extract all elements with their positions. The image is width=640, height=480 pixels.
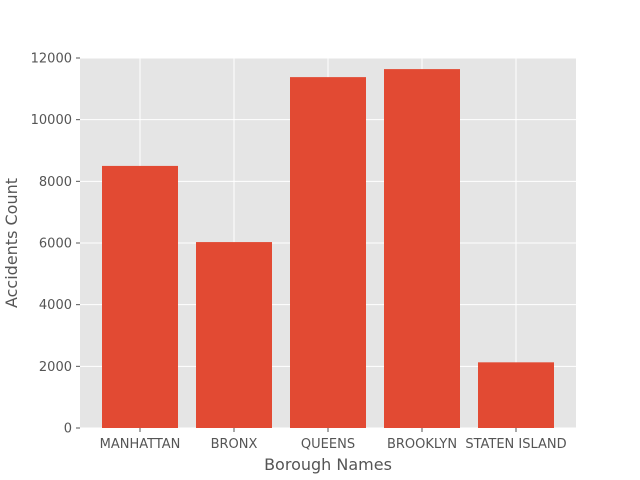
x-tick-label: STATEN ISLAND [465,437,566,452]
bar-manhattan [102,165,178,428]
bar-brooklyn [384,69,460,428]
y-tick-label: 8000 [39,175,72,190]
y-axis-ticks: 0 2000 4000 6000 8000 10000 12000 [31,52,80,437]
x-tick-label: BRONX [211,437,258,452]
y-tick-label: 2000 [39,360,72,375]
y-tick-label: 12000 [31,52,72,67]
x-tick-label: BROOKLYN [387,437,457,452]
bar-staten-island [478,362,554,428]
y-tick-label: 4000 [39,298,72,313]
bar-bronx [196,242,272,428]
y-tick-label: 10000 [31,113,72,128]
y-axis-label: Accidents Count [2,178,21,308]
x-axis-ticks: MANHATTAN BRONX QUEENS BROOKLYN STATEN ISLAN… [100,428,567,452]
y-tick-label: 0 [64,422,72,437]
y-tick-label: 6000 [39,237,72,252]
x-tick-label: MANHATTAN [100,437,181,452]
bars [102,69,554,428]
x-tick-label: QUEENS [301,437,355,452]
bar-queens [290,77,366,428]
x-axis-label: Borough Names [264,455,392,474]
